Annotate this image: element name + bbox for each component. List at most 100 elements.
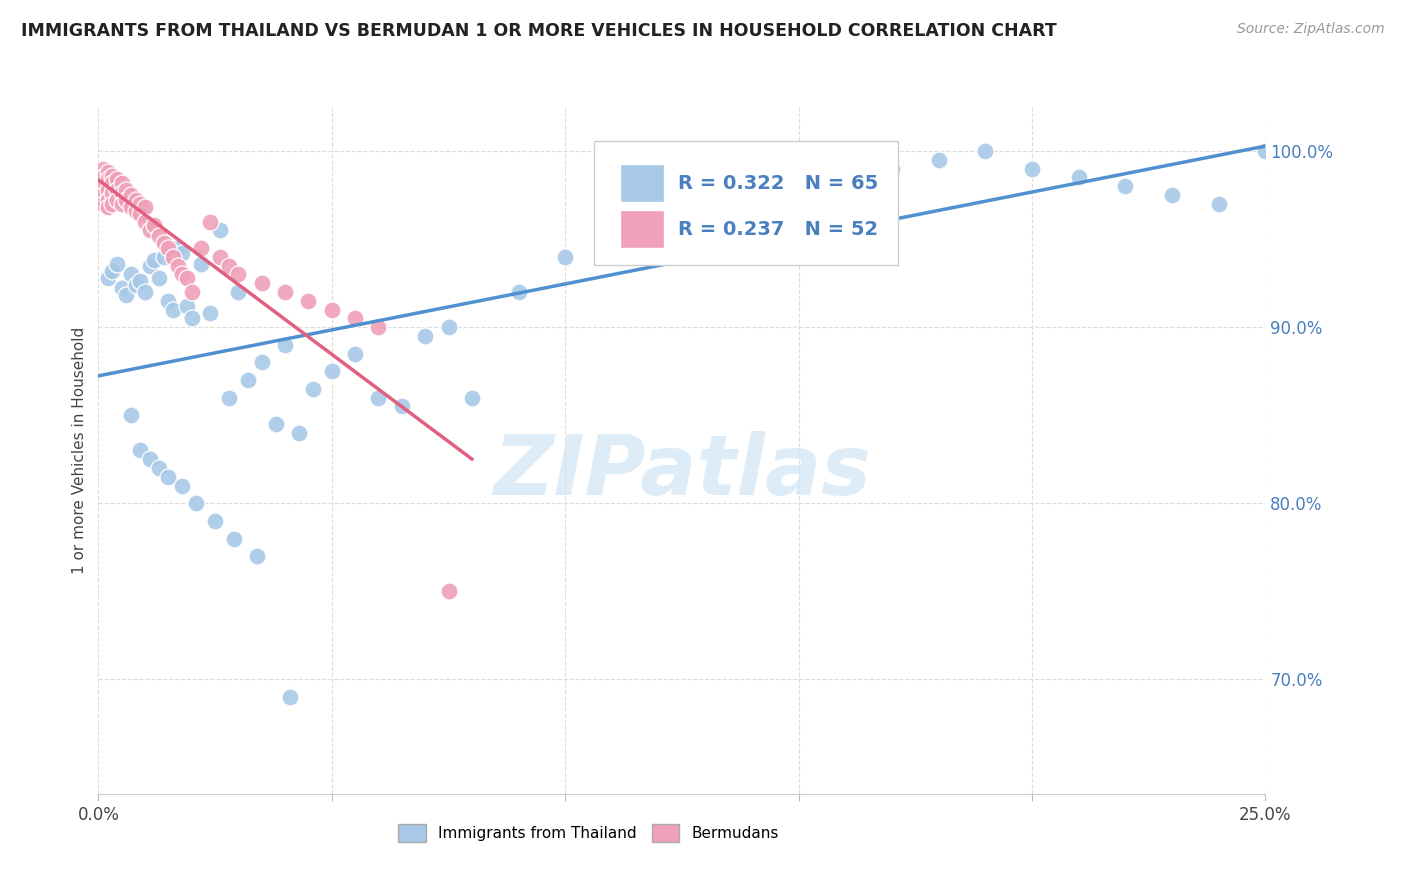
Point xyxy=(297,293,319,308)
Point xyxy=(143,218,166,232)
Point xyxy=(101,264,124,278)
Point xyxy=(120,268,142,282)
Point xyxy=(125,277,148,292)
Point xyxy=(554,250,576,264)
Point xyxy=(180,311,202,326)
Point xyxy=(105,194,128,208)
Point xyxy=(190,241,212,255)
Point xyxy=(152,235,174,250)
Point xyxy=(97,172,120,186)
Point xyxy=(302,382,325,396)
Point xyxy=(228,268,250,282)
Point xyxy=(413,329,436,343)
FancyBboxPatch shape xyxy=(595,141,898,265)
Point xyxy=(274,338,297,352)
Point xyxy=(391,400,413,414)
Point xyxy=(134,214,156,228)
Point xyxy=(321,302,343,317)
Point xyxy=(437,320,460,334)
Legend: Immigrants from Thailand, Bermudans: Immigrants from Thailand, Bermudans xyxy=(392,818,785,848)
Point xyxy=(115,288,138,302)
Point xyxy=(97,183,120,197)
FancyBboxPatch shape xyxy=(620,164,665,202)
Point xyxy=(157,293,180,308)
Point xyxy=(166,259,188,273)
Point xyxy=(129,207,152,221)
Point xyxy=(157,470,180,484)
Point xyxy=(125,203,148,218)
Point xyxy=(120,201,142,215)
Point xyxy=(129,274,152,288)
Point xyxy=(97,165,120,179)
Point xyxy=(115,183,138,197)
Point xyxy=(274,285,297,299)
Point xyxy=(105,257,128,271)
Point xyxy=(437,584,460,599)
Point xyxy=(172,478,194,492)
Point xyxy=(111,176,134,190)
Point xyxy=(111,186,134,201)
Point xyxy=(143,253,166,268)
Point xyxy=(125,194,148,208)
Point xyxy=(190,257,212,271)
Point xyxy=(246,549,269,563)
Point xyxy=(139,259,162,273)
Point xyxy=(278,690,301,704)
Point xyxy=(288,425,311,440)
Point xyxy=(166,241,188,255)
Point xyxy=(1067,170,1090,185)
Point xyxy=(1114,179,1136,194)
Point xyxy=(186,496,208,510)
Point xyxy=(367,320,389,334)
Point xyxy=(101,186,124,201)
Point xyxy=(1208,197,1230,211)
Point xyxy=(264,417,287,431)
Point xyxy=(139,452,162,467)
Point xyxy=(1254,144,1277,158)
Point xyxy=(105,183,128,197)
Point xyxy=(180,285,202,299)
Point xyxy=(111,197,134,211)
Point xyxy=(176,271,198,285)
Point xyxy=(834,170,856,185)
Point xyxy=(508,285,530,299)
Point xyxy=(1021,161,1043,176)
Point xyxy=(101,197,124,211)
FancyBboxPatch shape xyxy=(620,210,665,248)
Point xyxy=(91,170,114,185)
Point xyxy=(208,223,231,237)
Point xyxy=(321,364,343,378)
Point xyxy=(120,409,142,423)
Point xyxy=(200,306,222,320)
Point xyxy=(741,188,763,202)
Point xyxy=(208,250,231,264)
Point xyxy=(91,179,114,194)
Point xyxy=(91,197,114,211)
Point xyxy=(222,532,245,546)
Point xyxy=(928,153,950,167)
Point xyxy=(134,201,156,215)
Point xyxy=(91,188,114,202)
Point xyxy=(176,299,198,313)
Point xyxy=(228,285,250,299)
Point xyxy=(461,391,484,405)
Point xyxy=(204,514,226,528)
Point xyxy=(97,271,120,285)
Point xyxy=(600,214,623,228)
Point xyxy=(148,461,170,475)
Point xyxy=(148,271,170,285)
Point xyxy=(139,223,162,237)
Y-axis label: 1 or more Vehicles in Household: 1 or more Vehicles in Household xyxy=(72,326,87,574)
Point xyxy=(157,241,180,255)
Text: R = 0.322   N = 65: R = 0.322 N = 65 xyxy=(679,174,879,193)
Point xyxy=(218,259,240,273)
Point xyxy=(148,228,170,243)
Point xyxy=(250,355,273,369)
Text: ZIPatlas: ZIPatlas xyxy=(494,431,870,512)
Point xyxy=(172,246,194,260)
Point xyxy=(344,346,367,360)
Point xyxy=(152,250,174,264)
Point xyxy=(105,172,128,186)
Point xyxy=(91,161,114,176)
Point xyxy=(787,179,810,194)
